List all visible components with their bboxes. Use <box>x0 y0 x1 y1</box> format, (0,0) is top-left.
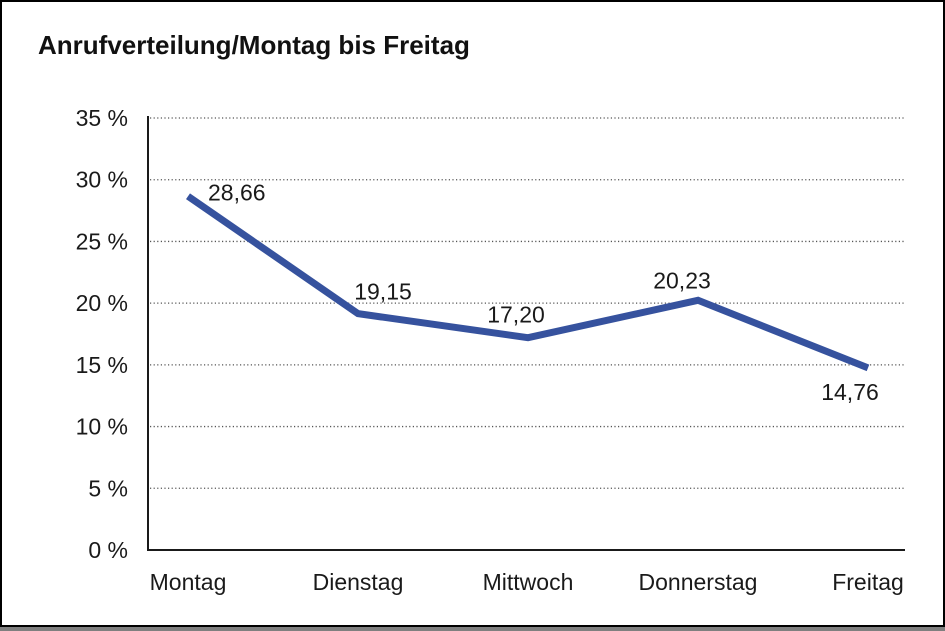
x-axis-label: Freitag <box>832 569 904 595</box>
chart-title: Anrufverteilung/Montag bis Freitag <box>38 30 470 60</box>
x-axis-label: Dienstag <box>313 569 404 595</box>
data-point-label: 19,15 <box>354 279 412 305</box>
data-point-label: 28,66 <box>208 179 266 205</box>
y-tick-label: 0 % <box>88 537 128 563</box>
data-series-line <box>186 193 870 372</box>
x-axis-label: Donnerstag <box>639 569 758 595</box>
data-point-label: 14,76 <box>821 379 879 405</box>
x-axis-label: Mittwoch <box>483 569 574 595</box>
y-tick-label: 10 % <box>76 414 128 440</box>
y-tick-label: 25 % <box>76 228 128 254</box>
x-axis-label: Montag <box>150 569 227 595</box>
bottom-shadow <box>0 627 945 631</box>
y-tick-label: 30 % <box>76 167 128 193</box>
data-point-label: 17,20 <box>487 302 545 328</box>
y-tick-label: 20 % <box>76 290 128 316</box>
data-point-label: 20,23 <box>653 267 711 293</box>
y-tick-label: 35 % <box>76 105 128 131</box>
y-tick-label: 5 % <box>88 475 128 501</box>
y-tick-label: 15 % <box>76 352 128 378</box>
